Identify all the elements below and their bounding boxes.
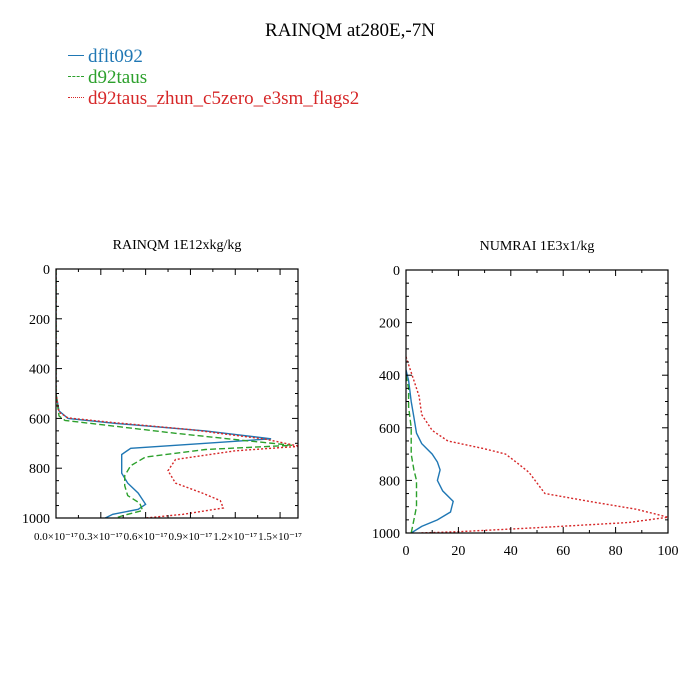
y-tick-label: 400 <box>29 363 50 378</box>
series-line-d92taus <box>406 375 418 533</box>
y-tick-label: 600 <box>29 412 50 427</box>
legend-item-d92taus-zhun: d92taus_zhun_c5zero_e3sm_flags2 <box>68 88 359 109</box>
y-tick-label: 600 <box>379 422 400 437</box>
x-tick-label: 0.6×10⁻¹⁷ <box>124 531 168 543</box>
y-tick-label: 200 <box>29 313 50 328</box>
series-line-dflt092 <box>56 269 272 518</box>
x-tick-label: 80 <box>609 544 623 559</box>
legend-item-d92taus: d92taus <box>68 67 359 88</box>
legend-label-dflt092: dflt092 <box>88 46 143 67</box>
panel-frame <box>55 268 299 519</box>
legend: dflt092 d92taus d92taus_zhun_c5zero_e3sm… <box>68 46 359 109</box>
x-tick-label: 0.9×10⁻¹⁷ <box>168 531 212 543</box>
y-tick-label: 800 <box>29 462 50 477</box>
y-tick-label: 1000 <box>372 527 400 542</box>
x-tick-label: 1.2×10⁻¹⁷ <box>213 531 257 543</box>
x-tick-label: 0.3×10⁻¹⁷ <box>79 531 123 543</box>
legend-swatch-dflt092 <box>68 55 84 57</box>
y-tick-label: 400 <box>379 369 400 384</box>
x-tick-label: 40 <box>504 544 518 559</box>
y-tick-label: 1000 <box>22 512 50 527</box>
x-tick-label: 60 <box>556 544 570 559</box>
legend-swatch-d92taus-zhun <box>68 97 84 99</box>
chart-title: RAINQM at280E,-7N <box>265 20 435 41</box>
series-line-d92taus-zhun-c5zero-e3sm-flags2 <box>406 356 668 533</box>
y-tick-label: 200 <box>379 317 400 332</box>
panel-title: RAINQM 1E12xkg/kg <box>113 238 242 253</box>
y-tick-label: 0 <box>393 264 400 279</box>
series-line-dflt092 <box>406 369 454 533</box>
x-tick-label: 20 <box>451 544 465 559</box>
legend-swatch-d92taus <box>68 76 84 78</box>
x-tick-label: 0.0×10⁻¹⁷ <box>34 531 78 543</box>
y-tick-label: 800 <box>379 474 400 489</box>
series-line-d92taus-zhun-c5zero-e3sm-flags2 <box>56 269 298 518</box>
series-line-d92taus <box>56 269 293 518</box>
x-tick-label: 0 <box>403 544 410 559</box>
y-tick-label: 0 <box>43 263 50 278</box>
legend-label-d92taus-zhun: d92taus_zhun_c5zero_e3sm_flags2 <box>88 88 360 109</box>
x-tick-label: 100 <box>658 544 679 559</box>
legend-item-dflt092: dflt092 <box>68 46 359 67</box>
panel-1: RAINQM 1E12xkg/kg 0 200 400 600 800 1000 0.0×10… <box>22 238 302 543</box>
x-tick-label: 1.5×10⁻¹⁷ <box>258 531 302 543</box>
legend-label-d92taus: d92taus <box>88 67 148 88</box>
panel-title: NUMRAI 1E3x1/kg <box>480 239 595 254</box>
